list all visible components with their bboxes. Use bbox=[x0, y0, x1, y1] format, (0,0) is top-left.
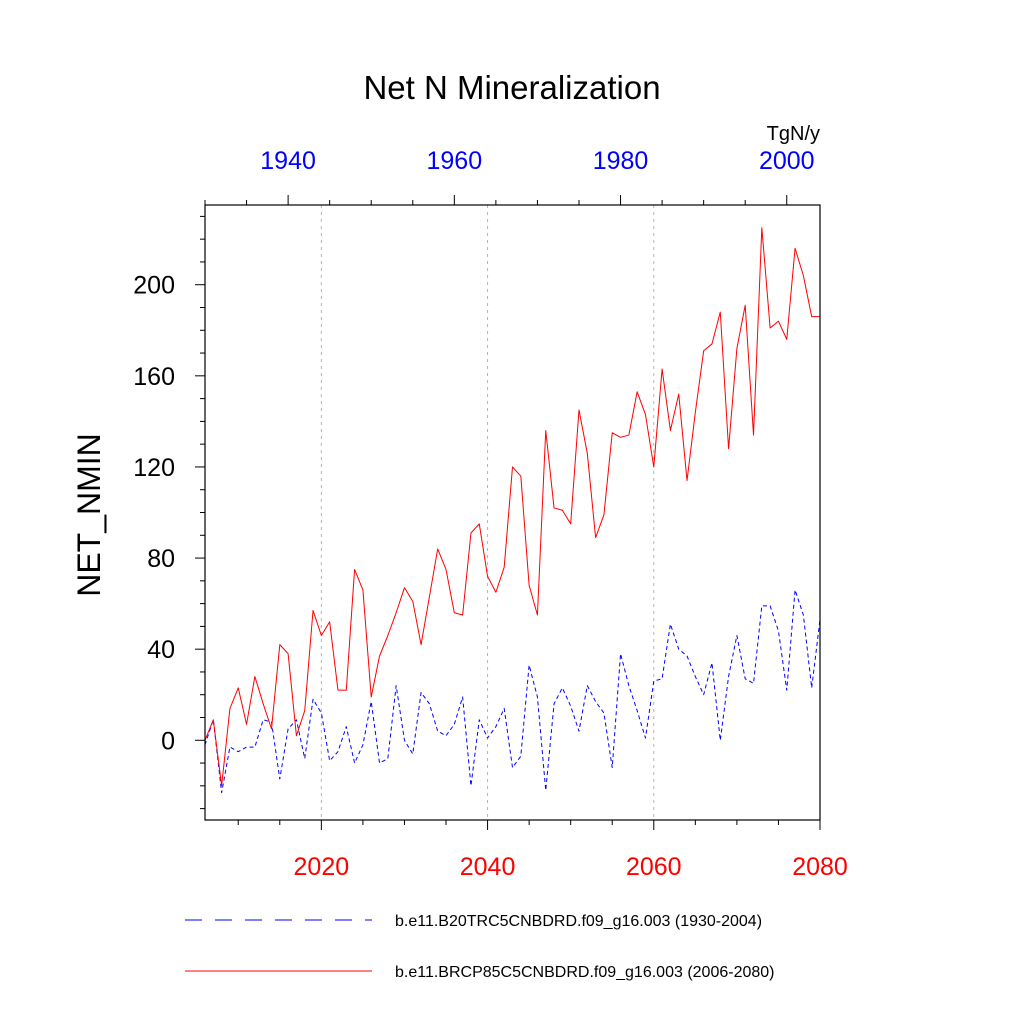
y-tick-label: 160 bbox=[133, 363, 175, 391]
x-top-tick-label: 1940 bbox=[260, 147, 316, 175]
y-tick-label: 80 bbox=[147, 545, 175, 573]
y-axis-label: NET_NMIN bbox=[71, 433, 107, 597]
chart-title: Net N Mineralization bbox=[363, 69, 660, 106]
series-line-historical bbox=[204, 589, 821, 794]
series-line-rcp85 bbox=[204, 227, 820, 787]
x-bottom-tick-label: 2020 bbox=[294, 853, 350, 881]
units-label: TgN/y bbox=[767, 123, 820, 145]
y-tick-label: 0 bbox=[161, 727, 175, 755]
y-tick-label: 40 bbox=[147, 636, 175, 664]
y-tick-label: 200 bbox=[133, 272, 175, 300]
x-top-tick-label: 1980 bbox=[593, 147, 649, 175]
legend-label-rcp85: b.e11.BRCP85C5CNBDRD.f09_g16.003 (2006-2… bbox=[395, 964, 774, 981]
x-bottom-tick-label: 2040 bbox=[460, 853, 516, 881]
y-tick-label: 120 bbox=[133, 454, 175, 482]
x-bottom-tick-label: 2060 bbox=[626, 853, 682, 881]
legend: b.e11.B20TRC5CNBDRD.f09_g16.003 (1930-20… bbox=[185, 913, 774, 981]
x-top-tick-label: 1960 bbox=[427, 147, 483, 175]
x-bottom-tick-label: 2080 bbox=[792, 853, 848, 881]
x-top-tick-label: 2000 bbox=[759, 147, 815, 175]
plot-frame bbox=[204, 204, 821, 821]
plot-layer: 0 40 80 120 160 200 2020 2040 2060 2080 1940 1960 19… bbox=[133, 147, 848, 881]
legend-label-historical: b.e11.B20TRC5CNBDRD.f09_g16.003 (1930-20… bbox=[395, 913, 762, 930]
